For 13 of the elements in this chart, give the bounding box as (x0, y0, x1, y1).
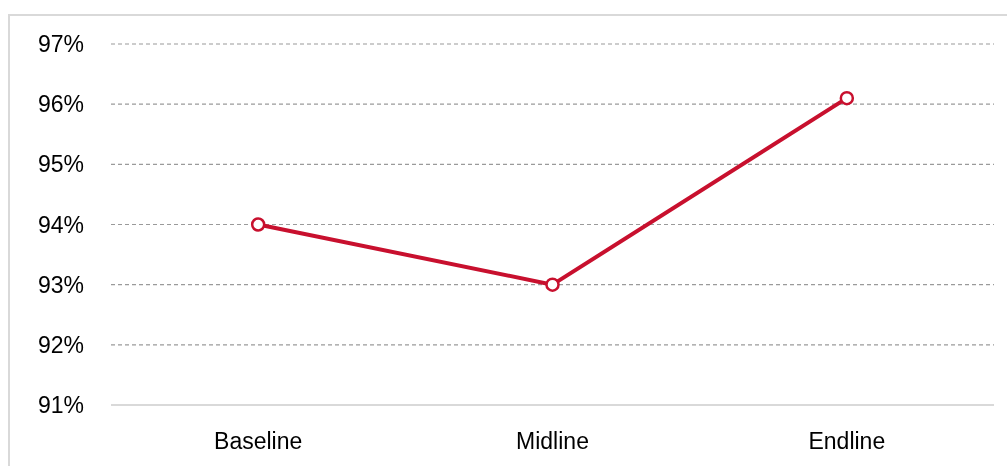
point (839, 90, 855, 106)
y-tick-label: 93% (37, 271, 84, 298)
point (545, 277, 560, 292)
x-tick-label: Midline (516, 428, 589, 455)
point (250, 217, 266, 232)
x-tick-label: Baseline (214, 428, 303, 455)
y-tick-label: 94% (37, 211, 84, 238)
y-tick-label: 91% (37, 392, 84, 419)
y-tick-label: 95% (37, 151, 84, 178)
y-tick-label: 96% (37, 91, 84, 118)
y-tick-label: 92% (37, 332, 84, 358)
x-tick-label: Endline (808, 428, 886, 455)
y-tick-label: 97% (37, 31, 84, 58)
